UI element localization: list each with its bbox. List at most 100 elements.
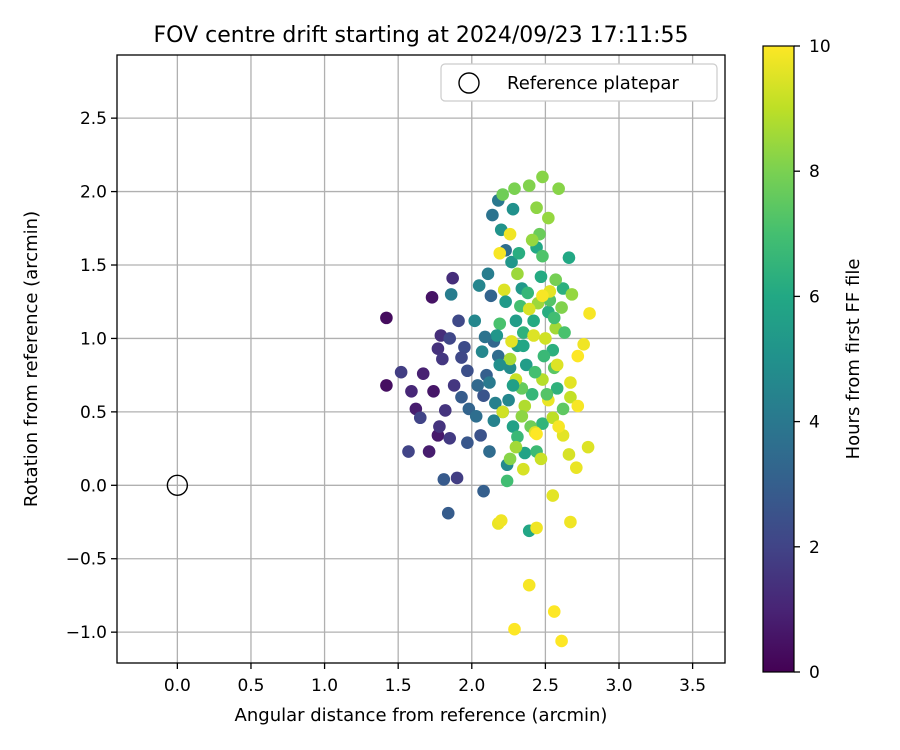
reference-marker-layer (166, 474, 189, 496)
data-point (494, 514, 508, 527)
data-point (416, 367, 430, 380)
data-point (564, 376, 577, 389)
data-point (555, 634, 568, 648)
data-point (427, 385, 440, 398)
data-point (518, 399, 532, 413)
data-point (483, 445, 496, 458)
data-point (549, 273, 563, 286)
data-point (525, 387, 539, 401)
x-tick-label: 3.0 (605, 676, 632, 696)
data-point (468, 314, 482, 328)
x-tick-label: 1.0 (311, 676, 338, 696)
data-point (528, 365, 542, 379)
data-point (450, 471, 464, 485)
data-point (425, 291, 439, 304)
data-point (511, 430, 524, 444)
data-point (402, 445, 415, 458)
data-point (443, 432, 457, 445)
data-point (437, 473, 451, 486)
data-point (441, 506, 455, 520)
reference-platepar-marker (166, 474, 189, 496)
chart-title: FOV centre drift starting at 2024/09/23 … (154, 23, 689, 48)
data-point (564, 515, 577, 529)
data-point (562, 251, 576, 264)
data-point (496, 188, 510, 201)
data-point (540, 387, 554, 401)
data-point (458, 340, 471, 354)
data-point (447, 379, 461, 392)
scatter-points (380, 170, 596, 648)
data-point (497, 283, 511, 297)
data-point (536, 170, 549, 184)
x-tick-label: 1.5 (385, 676, 412, 696)
data-point (484, 289, 498, 303)
data-point (552, 182, 565, 195)
data-point (527, 314, 540, 328)
x-tick-label: 0.5 (237, 676, 264, 696)
data-point (583, 307, 596, 320)
data-point (509, 314, 523, 328)
data-point (443, 332, 457, 345)
data-point (519, 358, 533, 372)
legend-reference-marker-icon (458, 72, 480, 94)
data-point (546, 343, 560, 357)
data-point (536, 417, 549, 430)
data-point (571, 399, 585, 413)
data-point (571, 349, 585, 363)
data-point (517, 462, 530, 476)
y-tick-label: 0.0 (80, 476, 107, 496)
data-point (547, 311, 561, 325)
data-point (570, 461, 583, 474)
legend-entry-reference-platepar: Reference platepar (507, 73, 679, 94)
data-point (405, 385, 418, 398)
data-point (474, 429, 487, 442)
data-point (505, 255, 518, 269)
data-point (444, 288, 458, 301)
data-point (478, 330, 492, 344)
grid (117, 55, 725, 663)
y-tick-label: 2.0 (80, 183, 107, 203)
data-point (490, 329, 504, 342)
data-point (380, 379, 393, 392)
y-axis-ticks: −1.0 −0.5 0.0 0.5 1.0 1.5 2.0 2.5 (66, 109, 117, 643)
x-tick-label: 2.5 (532, 676, 559, 696)
data-point (422, 445, 436, 458)
data-point (555, 301, 568, 314)
data-point (503, 352, 517, 366)
data-point (506, 420, 520, 433)
data-point (522, 578, 536, 592)
data-point (487, 414, 501, 427)
data-point (565, 288, 579, 301)
data-point (455, 351, 468, 364)
data-point (539, 332, 552, 345)
data-point (472, 279, 486, 292)
data-point (517, 339, 530, 353)
data-point (527, 329, 540, 342)
y-tick-label: −1.0 (66, 623, 107, 643)
data-point (394, 365, 408, 379)
data-point (536, 289, 549, 303)
colorbar-ticks: 0 2 4 6 8 10 (794, 37, 831, 683)
data-point (530, 521, 543, 535)
data-point (530, 427, 543, 441)
data-point (550, 358, 564, 372)
data-point (431, 342, 445, 356)
data-point (489, 396, 502, 410)
plot-frame (116, 54, 726, 664)
data-point (505, 335, 518, 348)
colorbar-tick-label: 4 (809, 413, 820, 433)
data-point (493, 246, 507, 260)
x-axis-ticks: 0.0 0.5 1.0 1.5 2.0 2.5 3.0 3.5 (164, 663, 706, 696)
data-point (493, 317, 507, 331)
data-point (502, 393, 515, 407)
y-tick-label: 0.5 (80, 403, 107, 423)
y-tick-label: 1.5 (80, 256, 107, 276)
data-point (542, 211, 555, 225)
data-point (518, 446, 532, 460)
data-point (508, 182, 521, 195)
data-point (506, 202, 520, 216)
data-point (477, 389, 490, 403)
data-point (530, 201, 543, 215)
data-point (511, 267, 524, 281)
